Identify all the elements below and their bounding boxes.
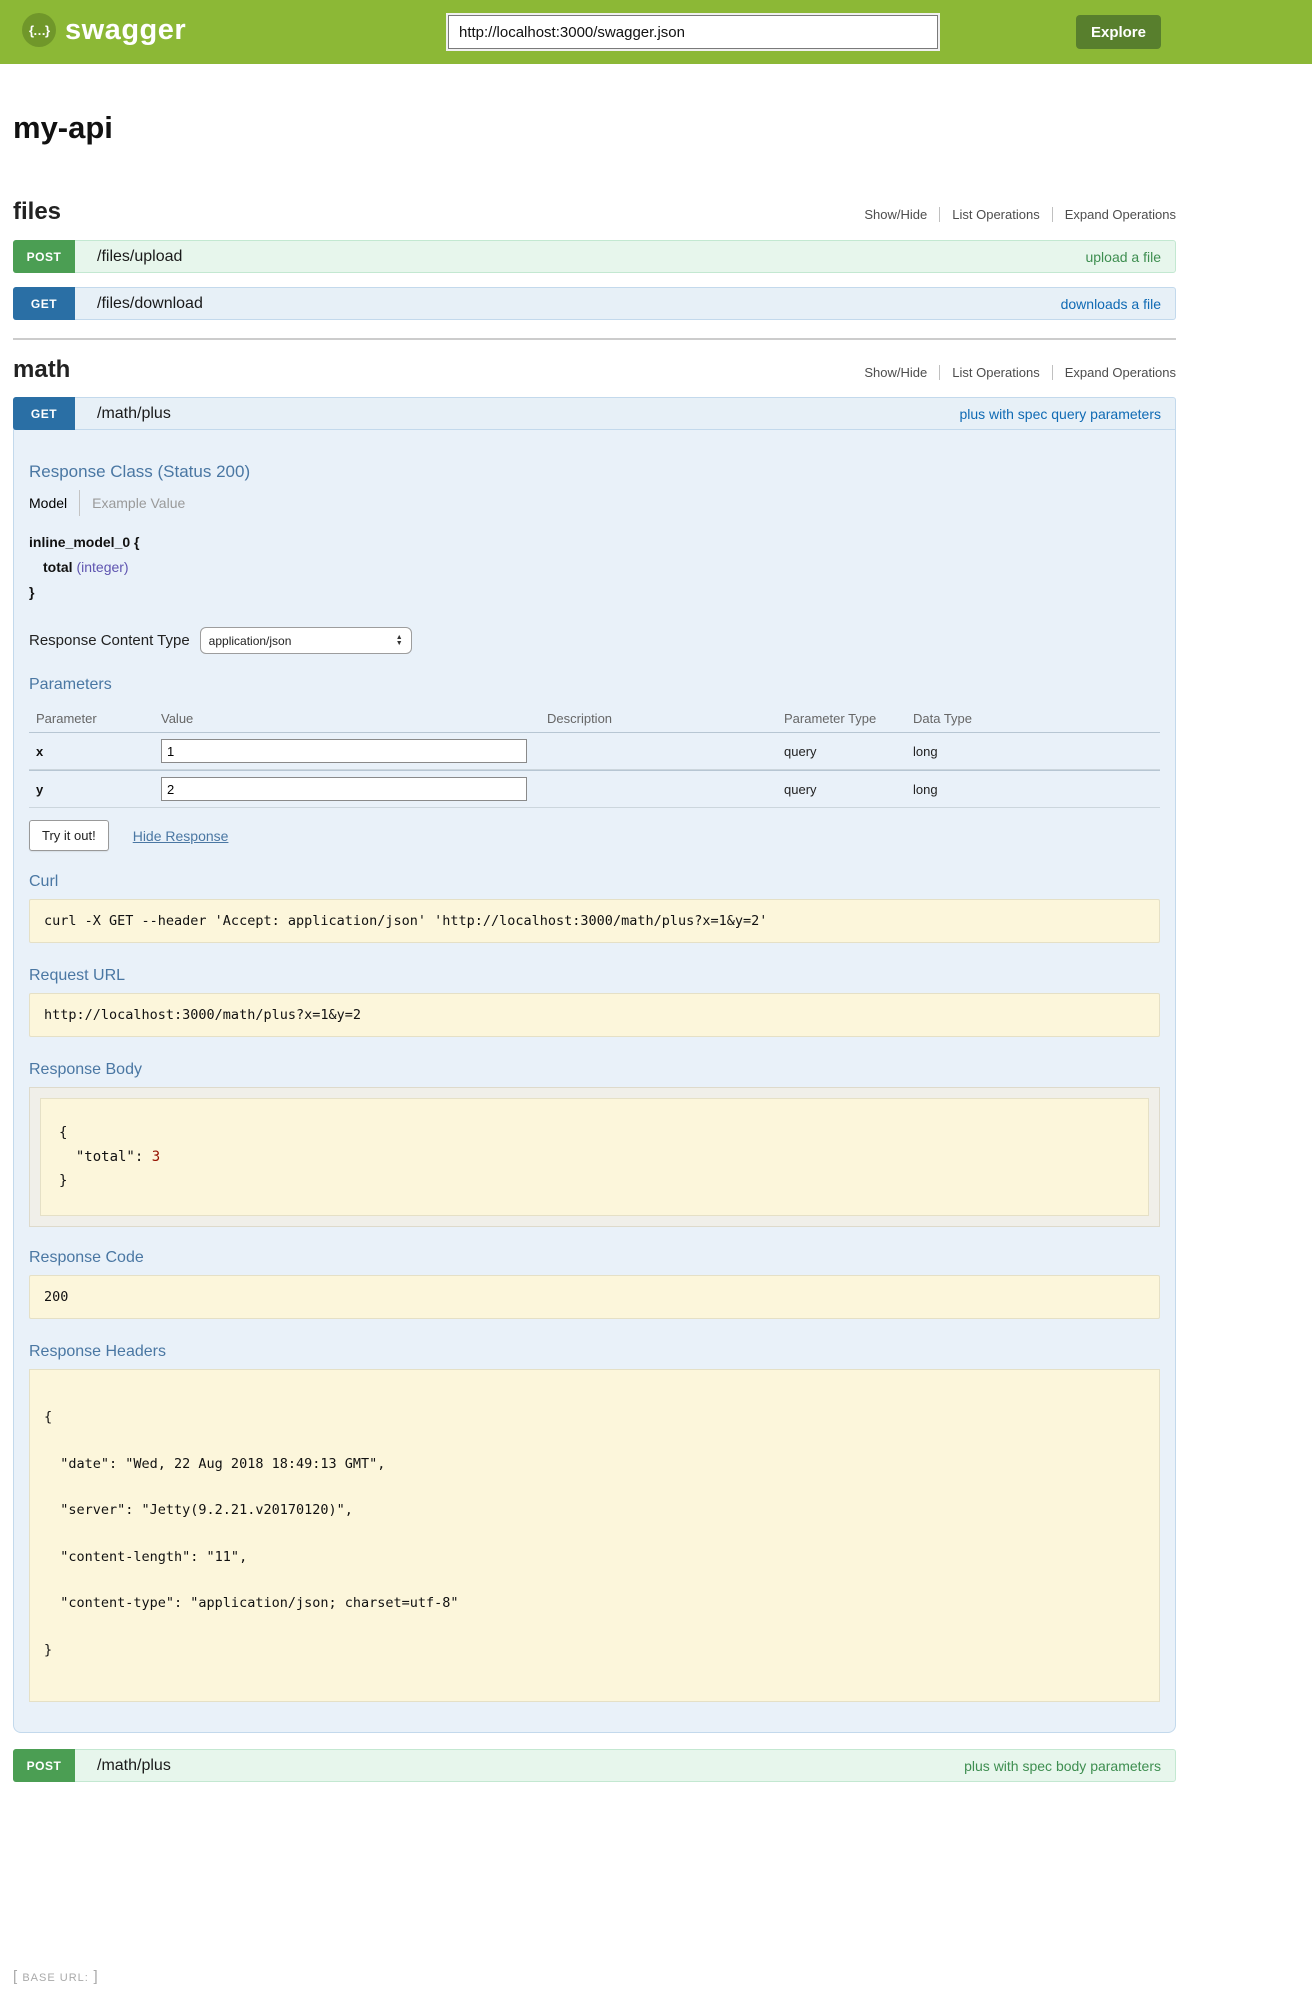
param-name: y bbox=[36, 781, 44, 797]
list-operations-link[interactable]: List Operations bbox=[939, 365, 1051, 380]
col-parameter-type: Parameter Type bbox=[784, 710, 877, 726]
expand-operations-link[interactable]: Expand Operations bbox=[1051, 365, 1176, 380]
request-url-value: http://localhost:3000/math/plus?x=1&y=2 bbox=[29, 993, 1160, 1037]
section-head-math: math Show/Hide List Operations Expand Op… bbox=[13, 356, 1176, 384]
show-hide-link[interactable]: Show/Hide bbox=[864, 365, 928, 380]
param-name: x bbox=[36, 743, 44, 759]
col-parameter: Parameter bbox=[36, 710, 97, 726]
endpoint-path[interactable]: /files/download bbox=[97, 294, 203, 312]
method-badge-get[interactable]: GET bbox=[13, 397, 75, 430]
response-content-type-label: Response Content Type bbox=[29, 632, 190, 649]
response-class-tabs: Model Example Value bbox=[29, 490, 1160, 516]
parameter-row-x: x query long bbox=[29, 732, 1160, 770]
tab-divider bbox=[79, 490, 81, 516]
model-close-brace: } bbox=[29, 584, 35, 600]
curly-braces-icon: {…} bbox=[22, 13, 56, 47]
swagger-logo[interactable]: {…} swagger bbox=[22, 13, 186, 47]
list-operations-link[interactable]: List Operations bbox=[939, 207, 1051, 222]
section-head-files: files Show/Hide List Operations Expand O… bbox=[13, 198, 1176, 226]
headers-line: } bbox=[44, 1641, 53, 1658]
param-x-value-input[interactable] bbox=[161, 739, 527, 763]
section-controls-math: Show/Hide List Operations Expand Operati… bbox=[852, 365, 1176, 380]
endpoint-summary-link[interactable]: plus with spec body parameters bbox=[964, 1757, 1161, 1774]
tab-model[interactable]: Model bbox=[29, 495, 68, 511]
method-badge-get[interactable]: GET bbox=[13, 287, 75, 320]
headers-line: "date": "Wed, 22 Aug 2018 18:49:13 GMT", bbox=[44, 1455, 386, 1472]
expand-operations-link[interactable]: Expand Operations bbox=[1051, 207, 1176, 222]
col-description: Description bbox=[547, 710, 613, 726]
hide-response-link[interactable]: Hide Response bbox=[132, 827, 229, 844]
endpoint-path[interactable]: /files/upload bbox=[97, 247, 183, 265]
try-row: Try it out! Hide Response bbox=[29, 820, 1160, 851]
try-it-out-button[interactable]: Try it out! bbox=[29, 820, 109, 851]
endpoint-row-get-math-plus[interactable]: GET /math/plus plus with spec query para… bbox=[13, 397, 1176, 430]
col-data-type: Data Type bbox=[913, 710, 973, 726]
page-title: my-api bbox=[13, 110, 113, 145]
response-code-value: 200 bbox=[29, 1275, 1160, 1319]
response-class-heading: Response Class (Status 200) bbox=[29, 462, 251, 481]
param-data-type: long bbox=[913, 743, 938, 759]
endpoint-summary-link[interactable]: downloads a file bbox=[1060, 295, 1161, 312]
json-number-value: 3 bbox=[151, 1149, 161, 1165]
section-controls-files: Show/Hide List Operations Expand Operati… bbox=[852, 207, 1176, 222]
select-arrows-icon: ▲ ▼ bbox=[395, 633, 403, 647]
headers-line: "content-type": "application/json; chars… bbox=[44, 1595, 459, 1611]
base-url-footer: [ BASE URL: ] bbox=[13, 1968, 1312, 2009]
response-code-heading: Response Code bbox=[29, 1249, 144, 1266]
show-hide-link[interactable]: Show/Hide bbox=[864, 207, 928, 222]
param-type: query bbox=[784, 781, 817, 797]
tab-example-value[interactable]: Example Value bbox=[92, 495, 186, 511]
model-property-name: total bbox=[43, 559, 73, 575]
parameters-heading: Parameters bbox=[29, 676, 112, 693]
section-divider bbox=[13, 338, 1176, 340]
bracket-close: ] bbox=[88, 1968, 99, 1985]
headers-line: "server": "Jetty(9.2.21.v20170120)", bbox=[44, 1502, 353, 1518]
response-body-json: { "total": 3} bbox=[40, 1098, 1149, 1216]
param-data-type: long bbox=[913, 781, 938, 797]
response-content-type-row: Response Content Type application/json ▲… bbox=[29, 627, 1160, 654]
request-url-heading: Request URL bbox=[29, 967, 126, 984]
header-bar: {…} swagger Explore bbox=[0, 0, 1312, 64]
endpoint-block-get-math-plus: GET /math/plus plus with spec query para… bbox=[13, 397, 1176, 1733]
parameters-table: Parameter Value Description Parameter Ty… bbox=[29, 704, 1160, 808]
operation-panel: Response Class (Status 200) Model Exampl… bbox=[13, 430, 1176, 1733]
curl-heading: Curl bbox=[29, 873, 59, 890]
curl-command: curl -X GET --header 'Accept: applicatio… bbox=[29, 899, 1160, 943]
parameters-header-row: Parameter Value Description Parameter Ty… bbox=[29, 704, 1160, 732]
param-type: query bbox=[784, 743, 817, 759]
section-title-math[interactable]: math bbox=[13, 356, 71, 383]
endpoint-path[interactable]: /math/plus bbox=[97, 1756, 171, 1774]
method-badge-post[interactable]: POST bbox=[13, 240, 75, 273]
model-name: inline_model_0 { bbox=[29, 534, 140, 550]
json-close-brace: } bbox=[59, 1173, 68, 1189]
json-key: "total": bbox=[59, 1149, 152, 1165]
endpoint-summary-link[interactable]: plus with spec query parameters bbox=[959, 405, 1161, 422]
headers-line: { bbox=[44, 1409, 53, 1425]
response-content-type-select[interactable]: application/json ▲ ▼ bbox=[199, 627, 412, 654]
brand-title: swagger bbox=[65, 13, 187, 46]
bracket-open: [ bbox=[13, 1968, 23, 1985]
response-body-container: { "total": 3} bbox=[29, 1087, 1160, 1227]
response-headers-json: { "date": "Wed, 22 Aug 2018 18:49:13 GMT… bbox=[29, 1369, 1160, 1702]
col-value: Value bbox=[161, 710, 194, 726]
section-title-files[interactable]: files bbox=[13, 198, 62, 225]
endpoint-row-post-files-upload[interactable]: POST /files/upload upload a file bbox=[13, 240, 1176, 273]
model-property-type: (integer) bbox=[76, 559, 129, 575]
endpoint-path[interactable]: /math/plus bbox=[97, 404, 171, 422]
param-y-value-input[interactable] bbox=[161, 777, 527, 801]
model-signature: inline_model_0 { total (integer) } bbox=[29, 530, 1160, 605]
endpoint-row-post-math-plus[interactable]: POST /math/plus plus with spec body para… bbox=[13, 1749, 1176, 1782]
response-body-heading: Response Body bbox=[29, 1061, 142, 1078]
endpoint-row-get-files-download[interactable]: GET /files/download downloads a file bbox=[13, 287, 1176, 320]
parameter-row-y: y query long bbox=[29, 770, 1160, 808]
method-badge-post[interactable]: POST bbox=[13, 1749, 75, 1782]
selected-content-type: application/json bbox=[208, 633, 292, 648]
spec-url-input[interactable] bbox=[446, 13, 940, 51]
endpoint-summary-link[interactable]: upload a file bbox=[1085, 248, 1161, 265]
base-url-label: BASE URL: bbox=[22, 1972, 89, 1984]
response-headers-heading: Response Headers bbox=[29, 1343, 166, 1360]
explore-button[interactable]: Explore bbox=[1075, 15, 1161, 49]
headers-line: "content-length": "11", bbox=[44, 1548, 248, 1565]
json-open-brace: { bbox=[59, 1125, 68, 1141]
